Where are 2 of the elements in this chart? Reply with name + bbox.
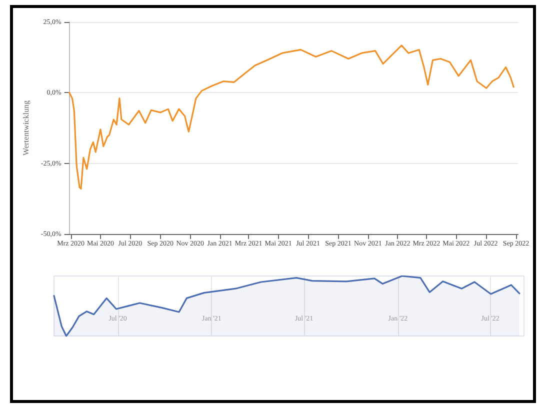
y-axis-title: Wertentwicklung: [22, 100, 30, 156]
line-series: [68, 44, 514, 190]
